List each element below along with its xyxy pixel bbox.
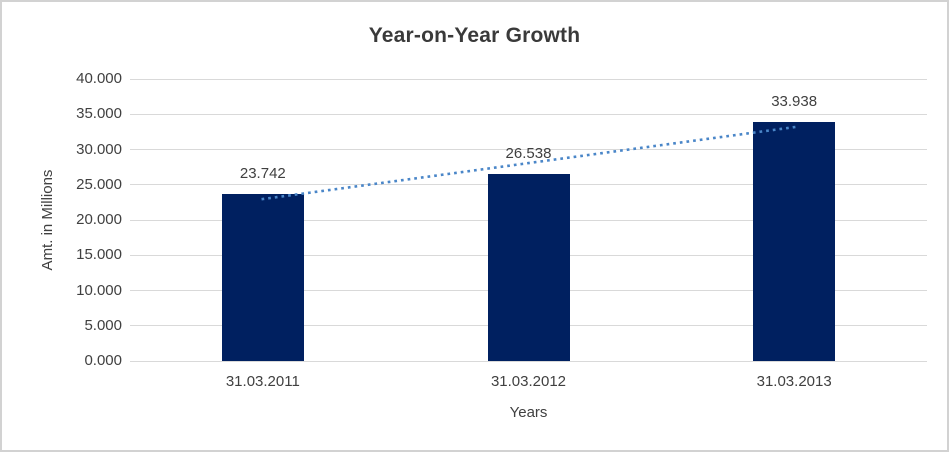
y-tick-label: 35.000 (76, 105, 122, 123)
y-tick-label: 15.000 (76, 246, 122, 264)
y-tick-label: 10.000 (76, 281, 122, 299)
x-tick-label: 31.03.2013 (756, 373, 832, 390)
y-tick-label: 30.000 (76, 140, 122, 158)
bar (221, 193, 304, 361)
chart-title: Year-on-Year Growth (368, 24, 581, 47)
y-tick-label: 25.000 (76, 175, 122, 193)
bar (753, 121, 836, 361)
y-tick-label: 0.000 (84, 352, 122, 369)
y-tick-label: 20.000 (76, 211, 122, 228)
gridline (130, 360, 927, 362)
bar-value-label: 26.538 (505, 144, 552, 162)
gridline (130, 113, 927, 115)
x-axis-title: Years (509, 404, 548, 421)
y-tick-label: 5.000 (84, 316, 122, 334)
x-tick-label: 31.03.2012 (490, 373, 567, 390)
x-tick-label: 31.03.2011 (225, 373, 300, 390)
bar-value-label: 33.938 (771, 92, 818, 110)
gridline (130, 78, 927, 80)
y-tick-label: 40.000 (76, 70, 122, 87)
bar (487, 173, 570, 361)
bar-value-label: 23.742 (239, 164, 286, 182)
